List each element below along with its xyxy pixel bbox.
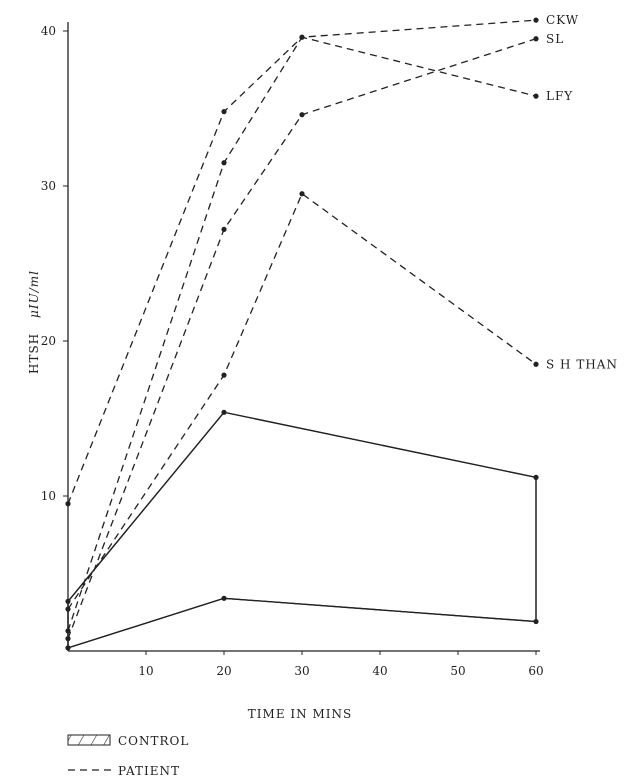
x-tick-label: 30: [294, 664, 309, 678]
series-label-lfy: LFY: [546, 89, 573, 103]
data-point-ckw: [221, 160, 227, 166]
x-tick-label: 10: [138, 664, 153, 678]
y-tick-label: 40: [41, 24, 56, 38]
series-line-ckw: [67, 19, 537, 632]
patient-series-layer: [65, 17, 539, 642]
svg-text:HTSH μIU/ml: HTSH μIU/ml: [27, 270, 41, 374]
series-line-s-h-than: [67, 192, 537, 610]
data-point-s-h-than: [299, 191, 305, 197]
data-point-lfy: [221, 109, 227, 115]
control-band: [67, 411, 537, 649]
data-point-ckw: [533, 17, 539, 23]
control-band-point: [533, 474, 539, 480]
y-tick-label: 30: [41, 179, 56, 193]
x-tick-label: 50: [450, 664, 465, 678]
legend-control-swatch: [67, 734, 111, 746]
data-point-lfy: [533, 93, 539, 99]
data-point-s-h-than: [533, 361, 539, 367]
ticks-layer: 10 20 30 40 10 20 30 40 50 60: [41, 24, 544, 678]
legend-patient-label: PATIENT: [118, 764, 180, 778]
y-tick-label: 10: [41, 489, 56, 503]
series-line-lfy: [67, 36, 537, 504]
control-band-point: [533, 618, 539, 625]
control-band-point: [221, 409, 227, 415]
data-point-sl: [221, 226, 227, 232]
control-band-point: [221, 595, 227, 601]
series-label-sl: SL: [546, 32, 564, 46]
data-point-sl: [299, 112, 305, 118]
legend: CONTROL PATIENT: [67, 734, 189, 778]
control-band-outline: [67, 411, 537, 649]
y-tick-label: 20: [41, 334, 56, 348]
y-axis-title-group: HTSH μIU/ml: [27, 270, 41, 374]
series-labels-layer: CKW SL LFY S H THAN: [546, 13, 618, 371]
x-tick-label: 40: [372, 664, 387, 678]
series-label-s-h-than: S H THAN: [546, 357, 618, 371]
axes-layer: [67, 22, 540, 652]
x-tick-label: 20: [216, 664, 231, 678]
x-tick-label: 60: [528, 664, 543, 678]
series-label-ckw: CKW: [546, 13, 579, 27]
data-point-sl: [533, 36, 539, 42]
series-line-sl: [67, 38, 537, 639]
y-axis-title: HTSH: [27, 333, 41, 374]
y-axis-unit: μIU/ml: [27, 270, 41, 318]
legend-control-label: CONTROL: [118, 734, 189, 748]
x-axis-title: TIME IN MINS: [248, 707, 352, 721]
data-point-s-h-than: [221, 372, 227, 378]
control-band-layer: [65, 409, 539, 651]
data-point-lfy: [299, 34, 305, 40]
